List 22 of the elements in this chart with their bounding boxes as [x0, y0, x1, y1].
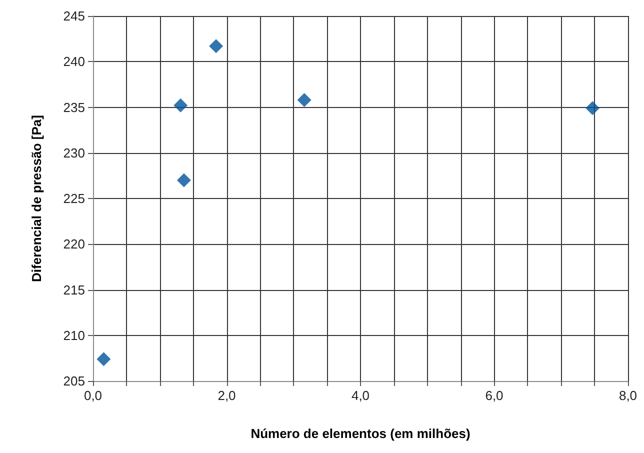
point — [586, 101, 600, 116]
y-tick-label: 215 — [63, 282, 85, 298]
y-tick-label: 210 — [63, 328, 85, 343]
point — [209, 39, 224, 54]
y-tick-label: 205 — [63, 374, 85, 388]
point — [96, 352, 111, 366]
point — [176, 173, 191, 188]
x-axis-title: Número de elementos (em milhões) — [250, 426, 470, 441]
point — [174, 98, 188, 112]
y-tick-label: 235 — [63, 100, 85, 115]
x-tick-label: 0,0 — [84, 388, 102, 403]
y-tick-label: 230 — [63, 145, 85, 160]
x-tick-label: 6,0 — [485, 388, 504, 403]
y-tick-label: 240 — [63, 54, 85, 70]
x-tick-label: 4,0 — [351, 388, 370, 403]
y-tick-label: 245 — [63, 8, 85, 24]
y-tick-label: 220 — [63, 236, 85, 252]
x-tick-label: 2,0 — [218, 388, 236, 403]
y-tick-label: 225 — [63, 191, 85, 206]
point — [297, 92, 312, 107]
x-tick-label: 8,0 — [618, 388, 638, 403]
y-axis-title: Diferencial de pressão [Pa] — [29, 115, 44, 282]
